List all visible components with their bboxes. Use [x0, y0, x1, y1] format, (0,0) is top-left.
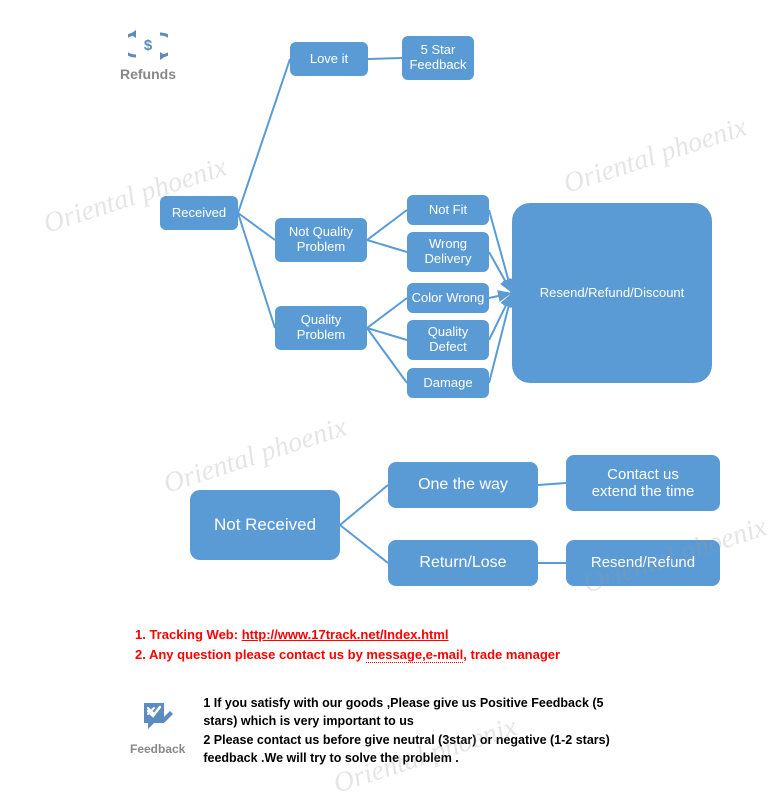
feedback-line-1: 1 If you satisfy with our goods ,Please …	[203, 695, 633, 730]
flowchart-node-returnlose: Return/Lose	[388, 540, 538, 586]
flowchart-node-damage: Damage	[407, 368, 489, 398]
note-line-1: 1. Tracking Web: http://www.17track.net/…	[135, 625, 560, 645]
flowchart-node-notrecv: Not Received	[190, 490, 340, 560]
refund-dollar-icon: $	[128, 30, 168, 60]
watermark-text: Oriental phoenix	[160, 411, 351, 500]
svg-text:$: $	[144, 37, 153, 54]
refunds-label: Refunds	[120, 66, 176, 82]
feedback-label: Feedback	[130, 742, 185, 756]
flowchart-node-resend: Resend/Refund/Discount	[512, 203, 712, 383]
flowchart-node-fivestar: 5 StarFeedback	[402, 36, 474, 80]
refunds-icon-block: $ Refunds	[120, 30, 176, 82]
feedback-section: Feedback 1 If you satisfy with our goods…	[130, 695, 633, 767]
feedback-pencil-icon	[140, 701, 176, 733]
flowchart-node-resendref: Resend/Refund	[566, 540, 720, 586]
flowchart-node-received: Received	[160, 196, 238, 230]
flowchart-node-contactext: Contact usextend the time	[566, 455, 720, 511]
note-line-2: 2. Any question please contact us by mes…	[135, 645, 560, 665]
flowchart-node-loveit: Love it	[290, 42, 368, 76]
flowchart-node-wrongdel: WrongDelivery	[407, 232, 489, 272]
tracking-link[interactable]: http://www.17track.net/Index.html	[242, 627, 449, 642]
flowchart-node-qp: QualityProblem	[275, 306, 367, 350]
note-1-prefix: 1. Tracking Web:	[135, 627, 242, 642]
flowchart-node-ontheway: One the way	[388, 462, 538, 508]
flowchart-node-qdefect: QualityDefect	[407, 320, 489, 360]
feedback-text: 1 If you satisfy with our goods ,Please …	[203, 695, 633, 767]
flowchart-node-notfit: Not Fit	[407, 195, 489, 225]
feedback-icon-block: Feedback	[130, 701, 185, 756]
flowchart-node-colorwrong: Color Wrong	[407, 283, 489, 313]
flowchart-node-nqp: Not QualityProblem	[275, 218, 367, 262]
watermark-text: Oriental phoenix	[560, 111, 751, 200]
feedback-line-2: 2 Please contact us before give neutral …	[203, 732, 633, 767]
notes-block: 1. Tracking Web: http://www.17track.net/…	[135, 625, 560, 664]
